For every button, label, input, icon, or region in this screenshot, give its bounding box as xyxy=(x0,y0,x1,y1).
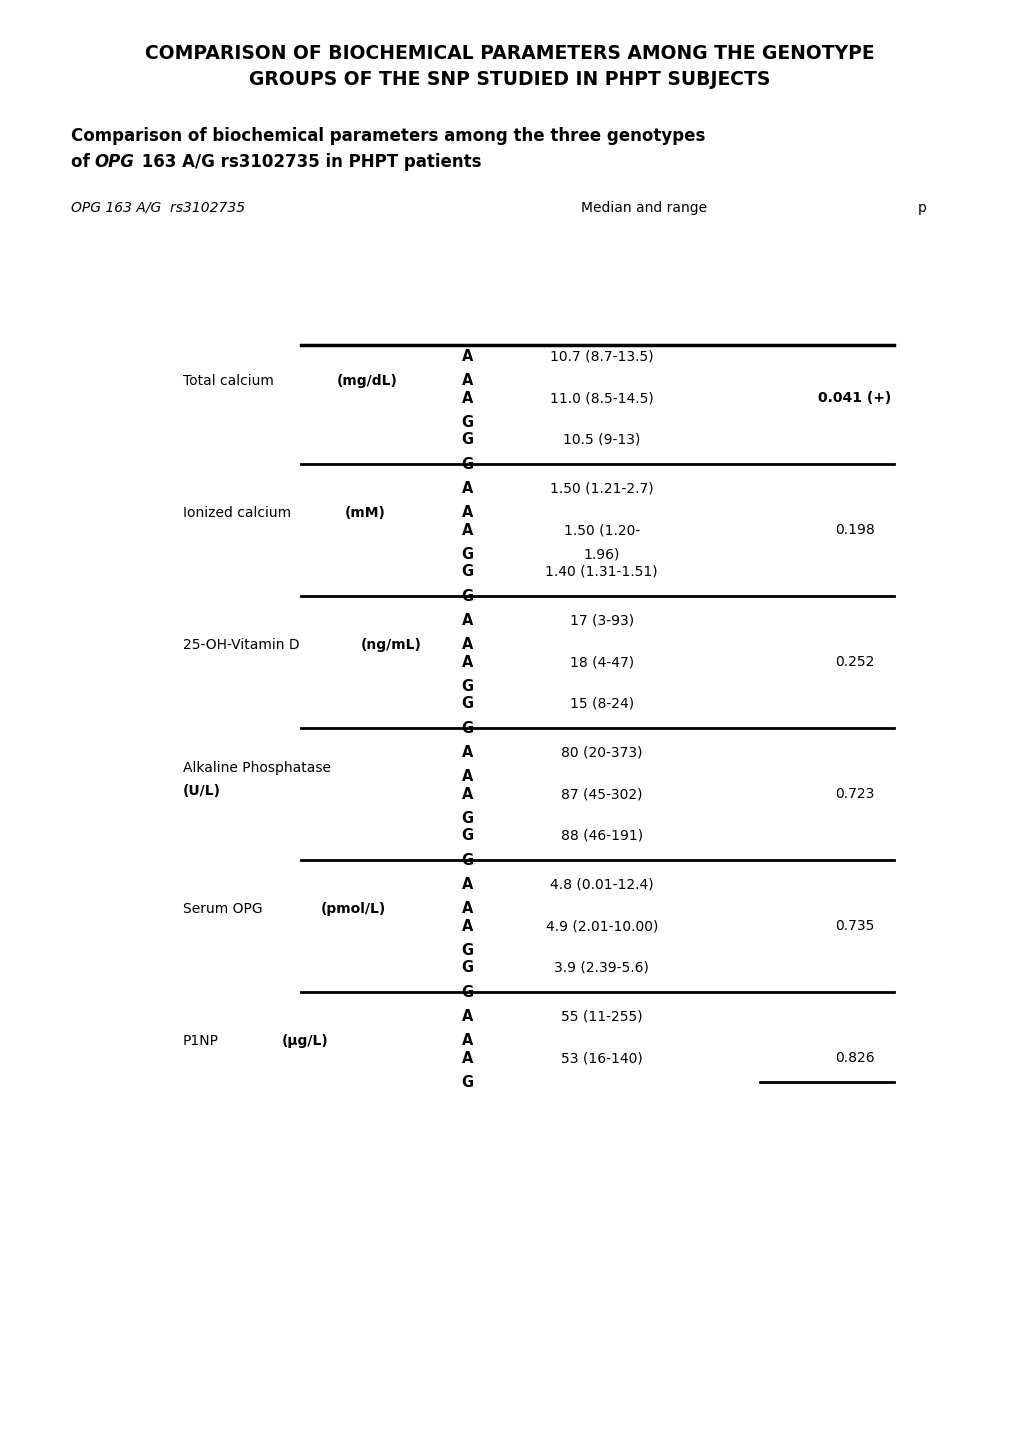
Text: 4.9 (2.01-10.00): 4.9 (2.01-10.00) xyxy=(545,919,657,934)
Text: (pmol/L): (pmol/L) xyxy=(321,902,386,916)
Text: Serum OPG: Serum OPG xyxy=(182,902,262,916)
Text: G: G xyxy=(461,431,473,447)
Text: 1.50 (1.21-2.7): 1.50 (1.21-2.7) xyxy=(549,482,653,495)
Text: A: A xyxy=(462,1033,473,1049)
Text: Alkaline Phosphatase: Alkaline Phosphatase xyxy=(182,760,330,775)
Text: 163 A/G rs3102735 in PHPT patients: 163 A/G rs3102735 in PHPT patients xyxy=(136,153,481,170)
Text: G: G xyxy=(461,589,473,603)
Text: G: G xyxy=(461,984,473,1000)
Text: A: A xyxy=(462,655,473,670)
Text: GROUPS OF THE SNP STUDIED IN PHPT SUBJECTS: GROUPS OF THE SNP STUDIED IN PHPT SUBJEC… xyxy=(249,69,770,89)
Text: G: G xyxy=(461,680,473,694)
Text: G: G xyxy=(461,547,473,561)
Text: 0.252: 0.252 xyxy=(835,655,873,670)
Text: G: G xyxy=(461,696,473,711)
Text: 11.0 (8.5-14.5): 11.0 (8.5-14.5) xyxy=(549,391,653,405)
Text: G: G xyxy=(461,853,473,867)
Text: G: G xyxy=(461,828,473,843)
Text: (U/L): (U/L) xyxy=(182,785,221,798)
Text: G: G xyxy=(461,564,473,579)
Text: A: A xyxy=(462,902,473,916)
Text: (mg/dL): (mg/dL) xyxy=(336,374,397,388)
Text: 18 (4-47): 18 (4-47) xyxy=(570,655,633,670)
Text: P1NP: P1NP xyxy=(182,1035,219,1048)
Text: 25-OH-Vitamin D: 25-OH-Vitamin D xyxy=(182,638,300,652)
Text: 0.723: 0.723 xyxy=(835,786,873,801)
Text: (ng/mL): (ng/mL) xyxy=(361,638,421,652)
Text: 0.198: 0.198 xyxy=(835,522,873,537)
Text: A: A xyxy=(462,391,473,405)
Text: A: A xyxy=(462,374,473,388)
Text: 0.041 (+): 0.041 (+) xyxy=(817,391,891,405)
Text: 4.8 (0.01-12.4): 4.8 (0.01-12.4) xyxy=(549,877,653,892)
Text: A: A xyxy=(462,505,473,521)
Text: 1.50 (1.20-: 1.50 (1.20- xyxy=(564,522,639,537)
Text: A: A xyxy=(462,1051,473,1065)
Text: 80 (20-373): 80 (20-373) xyxy=(560,746,642,759)
Text: 53 (16-140): 53 (16-140) xyxy=(560,1051,642,1065)
Text: Comparison of biochemical parameters among the three genotypes: Comparison of biochemical parameters amo… xyxy=(71,127,705,144)
Text: A: A xyxy=(462,786,473,801)
Text: (μg/L): (μg/L) xyxy=(281,1035,328,1048)
Text: A: A xyxy=(462,638,473,652)
Text: OPG: OPG xyxy=(95,153,135,170)
Text: 55 (11-255): 55 (11-255) xyxy=(560,1010,642,1023)
Text: 0.735: 0.735 xyxy=(835,919,873,934)
Text: 3.9 (2.39-5.6): 3.9 (2.39-5.6) xyxy=(553,961,649,974)
Text: A: A xyxy=(462,349,473,364)
Text: 10.7 (8.7-13.5): 10.7 (8.7-13.5) xyxy=(549,349,653,364)
Text: 10.5 (9-13): 10.5 (9-13) xyxy=(562,433,640,446)
Text: of: of xyxy=(71,153,96,170)
Text: 15 (8-24): 15 (8-24) xyxy=(570,697,633,710)
Text: Median and range: Median and range xyxy=(581,201,707,215)
Text: A: A xyxy=(462,919,473,934)
Text: A: A xyxy=(462,1009,473,1025)
Text: (mM): (mM) xyxy=(344,506,385,519)
Text: 1.96): 1.96) xyxy=(583,547,620,561)
Text: G: G xyxy=(461,811,473,825)
Text: OPG 163 A/G  rs3102735: OPG 163 A/G rs3102735 xyxy=(71,201,246,215)
Text: G: G xyxy=(461,1075,473,1089)
Text: A: A xyxy=(462,481,473,496)
Text: Total calcium: Total calcium xyxy=(182,374,273,388)
Text: G: G xyxy=(461,942,473,958)
Text: Ionized calcium: Ionized calcium xyxy=(182,506,290,519)
Text: G: G xyxy=(461,720,473,736)
Text: A: A xyxy=(462,745,473,760)
Text: G: G xyxy=(461,456,473,472)
Text: A: A xyxy=(462,877,473,892)
Text: G: G xyxy=(461,960,473,975)
Text: 0.826: 0.826 xyxy=(835,1051,873,1065)
Text: A: A xyxy=(462,522,473,538)
Text: G: G xyxy=(461,416,473,430)
Text: A: A xyxy=(462,613,473,628)
Text: A: A xyxy=(462,769,473,785)
Text: 88 (46-191): 88 (46-191) xyxy=(560,828,642,843)
Text: 17 (3-93): 17 (3-93) xyxy=(570,613,633,628)
Text: 87 (45-302): 87 (45-302) xyxy=(560,786,642,801)
Text: p: p xyxy=(917,201,926,215)
Text: COMPARISON OF BIOCHEMICAL PARAMETERS AMONG THE GENOTYPE: COMPARISON OF BIOCHEMICAL PARAMETERS AMO… xyxy=(145,43,874,63)
Text: 1.40 (1.31-1.51): 1.40 (1.31-1.51) xyxy=(545,564,657,579)
